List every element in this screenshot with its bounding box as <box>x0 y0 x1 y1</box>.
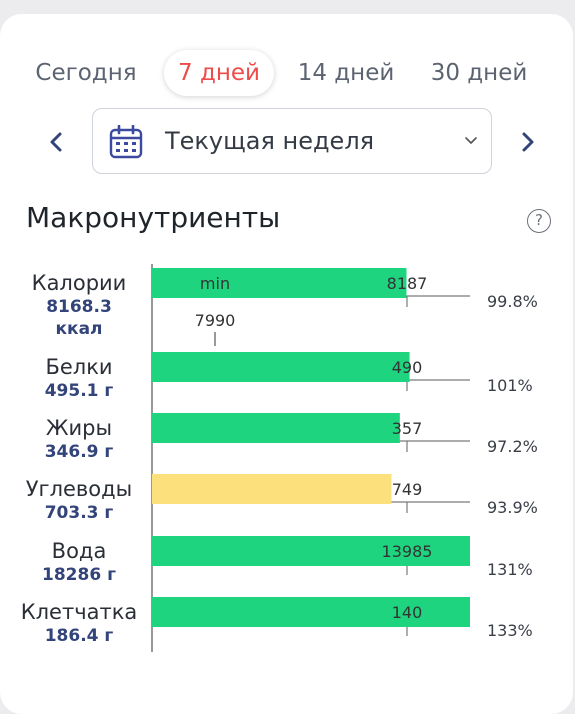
nutrient-name: Белки <box>45 355 112 379</box>
period-select[interactable]: Текущая неделя <box>92 108 492 174</box>
nutrient-name: Клетчатка <box>21 600 138 624</box>
prev-period-button[interactable] <box>36 118 76 166</box>
bar <box>152 413 400 443</box>
nutrient-value: 703.3 г <box>45 503 114 523</box>
bar <box>152 536 470 566</box>
target-label: 357 <box>392 419 423 438</box>
percent-label: 101% <box>487 376 533 395</box>
help-icon[interactable]: ? <box>527 209 551 233</box>
tab-30-days[interactable]: 30 дней <box>430 60 528 86</box>
next-period-button[interactable] <box>508 118 548 166</box>
nutrient-name: Вода <box>52 539 107 563</box>
nutrient-name: Жиры <box>46 416 112 440</box>
section-title: Макронутриенты <box>26 201 281 234</box>
min-label: min <box>200 274 230 293</box>
percent-label: 133% <box>487 621 533 640</box>
chevron-left-icon <box>50 132 62 152</box>
nutrient-name: Калории <box>32 271 127 295</box>
target-label: 8187 <box>387 274 428 293</box>
chevron-down-icon <box>465 137 477 144</box>
nutrient-value: 495.1 г <box>45 381 114 401</box>
period-tabs: Сегодня 7 дней 14 дней 30 дней <box>24 50 550 96</box>
nutrient-name: Углеводы <box>26 477 133 501</box>
tab-today[interactable]: Сегодня <box>35 60 137 86</box>
target-label: 749 <box>392 480 423 499</box>
tab-14-days[interactable]: 14 дней <box>297 60 395 86</box>
nutrient-value: 186.4 г <box>45 626 114 646</box>
target-label: 490 <box>392 358 423 377</box>
target-label: 13985 <box>382 542 433 561</box>
min-value-label: 7990 <box>195 311 236 330</box>
nutrient-unit: ккал <box>56 319 103 339</box>
tab-7-days[interactable]: 7 дней <box>164 50 274 96</box>
period-label: Текущая неделя <box>165 127 375 155</box>
bar <box>152 268 407 298</box>
percent-label: 99.8% <box>487 292 538 311</box>
bar <box>152 597 470 627</box>
nutrient-value: 346.9 г <box>45 442 114 462</box>
calendar-icon <box>109 125 143 159</box>
percent-label: 131% <box>487 560 533 579</box>
bar <box>152 474 392 504</box>
nutrient-value: 8168.3 <box>46 297 112 317</box>
bar <box>152 352 410 382</box>
nutrient-value: 18286 г <box>42 565 116 585</box>
percent-label: 97.2% <box>487 437 538 456</box>
chevron-right-icon <box>522 132 534 152</box>
percent-label: 93.9% <box>487 498 538 517</box>
target-label: 140 <box>392 603 423 622</box>
